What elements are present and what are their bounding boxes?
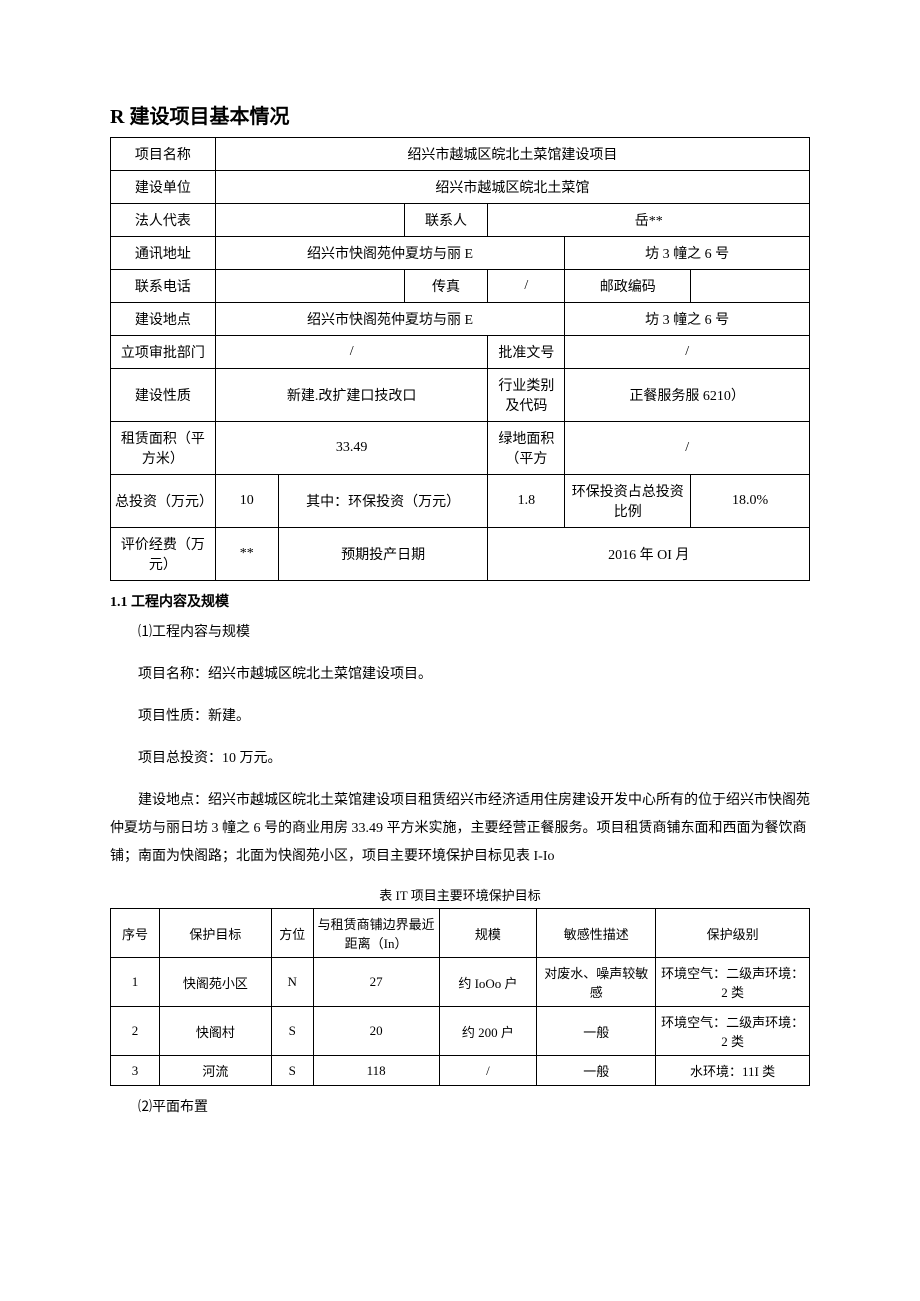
page-heading: R 建设项目基本情况 bbox=[110, 100, 810, 129]
cell: / bbox=[439, 1056, 537, 1086]
cell: 约 200 户 bbox=[439, 1007, 537, 1056]
cell-label: 预期投产日期 bbox=[278, 528, 488, 581]
table-row: 2 快阁村 S 20 约 200 户 一般 环境空气：二级声环境：2 类 bbox=[111, 1007, 810, 1056]
cell: 1 bbox=[111, 958, 160, 1007]
cell: N bbox=[271, 958, 313, 1007]
cell-value: 1.8 bbox=[488, 475, 565, 528]
cell: 27 bbox=[313, 958, 439, 1007]
protection-target-table: 序号 保护目标 方位 与租赁商铺边界最近距离（In） 规模 敏感性描述 保护级别… bbox=[110, 908, 810, 1086]
th: 与租赁商铺边界最近距离（In） bbox=[313, 909, 439, 958]
cell-value: 2016 年 OI 月 bbox=[488, 528, 810, 581]
table-row: 1 快阁苑小区 N 27 约 IoOo 户 对废水、噪声较敏感 环境空气：二级声… bbox=[111, 958, 810, 1007]
cell-value: / bbox=[565, 336, 810, 369]
cell-label: 项目名称 bbox=[111, 138, 216, 171]
section-1-1-title: 1.1 工程内容及规模 bbox=[110, 591, 810, 611]
cell: 2 bbox=[111, 1007, 160, 1056]
cell-label: 邮政编码 bbox=[565, 270, 691, 303]
th: 敏感性描述 bbox=[537, 909, 656, 958]
cell-value: / bbox=[488, 270, 565, 303]
cell: 环境空气：二级声环境：2 类 bbox=[656, 1007, 810, 1056]
cell-value bbox=[691, 270, 810, 303]
paragraph: 建设地点：绍兴市越城区皖北土菜馆建设项目租赁绍兴市经济适用住房建设开发中心所有的… bbox=[110, 787, 810, 871]
cell: 一般 bbox=[537, 1056, 656, 1086]
cell-value: 绍兴市越城区皖北土菜馆 bbox=[215, 171, 809, 204]
cell-value bbox=[215, 270, 404, 303]
th: 保护级别 bbox=[656, 909, 810, 958]
cell-label: 建设性质 bbox=[111, 369, 216, 422]
cell-value: 坊 3 幢之 6 号 bbox=[565, 303, 810, 336]
cell: S bbox=[271, 1056, 313, 1086]
paragraph: ⑴工程内容与规模 bbox=[110, 619, 810, 647]
cell: 约 IoOo 户 bbox=[439, 958, 537, 1007]
cell: 对废水、噪声较敏感 bbox=[537, 958, 656, 1007]
cell-label: 建设地点 bbox=[111, 303, 216, 336]
cell-label: 建设单位 bbox=[111, 171, 216, 204]
cell: 水环境：11I 类 bbox=[656, 1056, 810, 1086]
cell-label: 通讯地址 bbox=[111, 237, 216, 270]
cell-value: 绍兴市快阁苑仲夏坊与丽 E bbox=[215, 303, 564, 336]
cell-label: 法人代表 bbox=[111, 204, 216, 237]
cell-value: 新建.改扩建口技改口 bbox=[215, 369, 488, 422]
cell-label: 总投资（万元） bbox=[111, 475, 216, 528]
cell: 快阁苑小区 bbox=[159, 958, 271, 1007]
paragraph: 项目性质：新建。 bbox=[110, 703, 810, 731]
cell-label: 联系人 bbox=[404, 204, 488, 237]
cell: 118 bbox=[313, 1056, 439, 1086]
cell: 河流 bbox=[159, 1056, 271, 1086]
cell-label: 绿地面积（平方 bbox=[488, 422, 565, 475]
cell: 20 bbox=[313, 1007, 439, 1056]
cell-value: / bbox=[215, 336, 488, 369]
cell-label: 评价经费（万元） bbox=[111, 528, 216, 581]
cell-value: 岳** bbox=[488, 204, 810, 237]
th: 序号 bbox=[111, 909, 160, 958]
cell-value bbox=[215, 204, 404, 237]
cell-label: 租赁面积（平方米） bbox=[111, 422, 216, 475]
cell: 快阁村 bbox=[159, 1007, 271, 1056]
paragraph: 项目名称：绍兴市越城区皖北土菜馆建设项目。 bbox=[110, 661, 810, 689]
cell-label: 批准文号 bbox=[488, 336, 565, 369]
table-caption: 表 IT 项目主要环境保护目标 bbox=[110, 885, 810, 904]
paragraph: 项目总投资：10 万元。 bbox=[110, 745, 810, 773]
th: 规模 bbox=[439, 909, 537, 958]
cell: 3 bbox=[111, 1056, 160, 1086]
cell-value: 正餐服务服 6210） bbox=[565, 369, 810, 422]
cell-label: 环保投资占总投资比例 bbox=[565, 475, 691, 528]
cell-label: 立项审批部门 bbox=[111, 336, 216, 369]
cell-value: 18.0% bbox=[691, 475, 810, 528]
cell-value: 33.49 bbox=[215, 422, 488, 475]
cell: S bbox=[271, 1007, 313, 1056]
basic-info-table: 项目名称 绍兴市越城区皖北土菜馆建设项目 建设单位 绍兴市越城区皖北土菜馆 法人… bbox=[110, 137, 810, 581]
cell-label: 其中：环保投资（万元） bbox=[278, 475, 488, 528]
paragraph: ⑵平面布置 bbox=[110, 1094, 810, 1122]
th: 方位 bbox=[271, 909, 313, 958]
cell-value: 坊 3 幢之 6 号 bbox=[565, 237, 810, 270]
cell: 环境空气：二级声环境：2 类 bbox=[656, 958, 810, 1007]
cell: 一般 bbox=[537, 1007, 656, 1056]
th: 保护目标 bbox=[159, 909, 271, 958]
cell-label: 行业类别及代码 bbox=[488, 369, 565, 422]
cell-value: 绍兴市快阁苑仲夏坊与丽 E bbox=[215, 237, 564, 270]
cell-value: / bbox=[565, 422, 810, 475]
cell-value: 绍兴市越城区皖北土菜馆建设项目 bbox=[215, 138, 809, 171]
cell-label: 传真 bbox=[404, 270, 488, 303]
cell-value: 10 bbox=[215, 475, 278, 528]
cell-value: ** bbox=[215, 528, 278, 581]
cell-label: 联系电话 bbox=[111, 270, 216, 303]
table-row: 3 河流 S 118 / 一般 水环境：11I 类 bbox=[111, 1056, 810, 1086]
